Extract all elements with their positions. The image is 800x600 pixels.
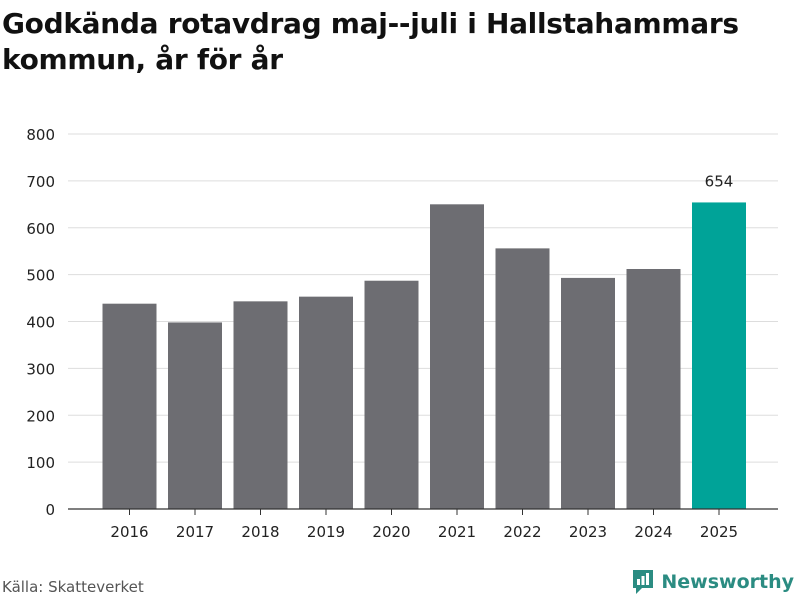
bar-2017 (168, 322, 222, 509)
bar-2022 (495, 248, 550, 509)
x-axis-ticks: 2016 2017 2018 2019 2020 2021 2022 2023 2024 2025 (110, 509, 738, 541)
bar-2018 (233, 301, 288, 509)
x-tick-label: 2020 (372, 523, 410, 541)
y-tick-label: 400 (26, 314, 55, 332)
bar-2019 (299, 296, 353, 509)
bar-2020 (364, 280, 419, 509)
x-tick-label: 2023 (569, 523, 607, 541)
y-tick-label: 500 (26, 267, 55, 285)
x-tick-label: 2021 (438, 523, 476, 541)
y-tick-label: 0 (45, 501, 55, 519)
x-tick-label: 2017 (176, 523, 214, 541)
data-labels: 654 (705, 172, 734, 190)
y-tick-label: 300 (26, 360, 55, 378)
x-tick-label: 2016 (110, 523, 148, 541)
y-tick-label: 800 (26, 126, 55, 144)
chart-title: Godkända rotavdrag maj--juli i Hallstaha… (2, 7, 739, 76)
bar-2016 (102, 303, 157, 509)
source-note: Källa: Skatteverket (2, 578, 144, 596)
brand-logo[interactable]: Newsworthy (631, 568, 794, 596)
bar-2024 (626, 269, 681, 509)
y-axis-ticks: 0 100 200 300 400 500 600 700 800 (26, 126, 55, 519)
data-label: 654 (705, 172, 734, 190)
newsworthy-logo-icon (633, 570, 654, 594)
y-tick-label: 700 (26, 173, 55, 191)
x-tick-label: 2025 (700, 523, 738, 541)
bar-2023 (561, 277, 615, 509)
x-tick-label: 2022 (503, 523, 541, 541)
bar-2025 (692, 202, 746, 509)
x-tick-label: 2018 (241, 523, 279, 541)
bars (102, 202, 746, 509)
y-tick-label: 600 (26, 220, 55, 238)
bar-2021 (430, 204, 484, 509)
x-tick-label: 2019 (307, 523, 345, 541)
x-tick-label: 2024 (634, 523, 672, 541)
y-tick-label: 100 (26, 454, 55, 472)
brand-name: Newsworthy (661, 571, 794, 593)
y-tick-label: 200 (26, 407, 55, 425)
